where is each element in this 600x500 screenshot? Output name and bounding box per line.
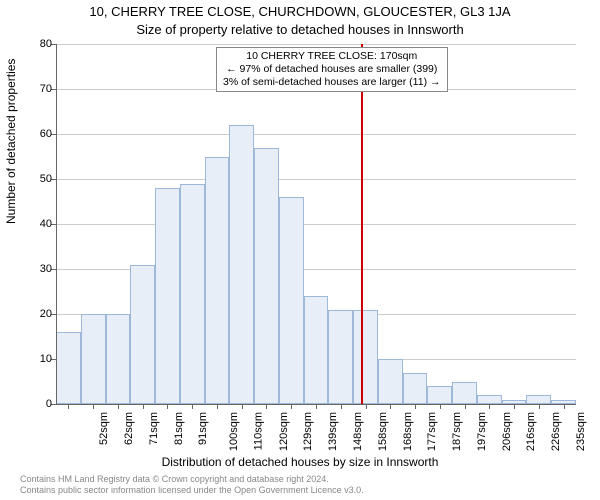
y-tick-label: 10 <box>40 353 52 365</box>
x-tick-label: 81sqm <box>173 412 185 445</box>
chart-title-main: 10, CHERRY TREE CLOSE, CHURCHDOWN, GLOUC… <box>0 4 600 19</box>
x-tick-label: 226sqm <box>550 412 562 451</box>
x-tick-label: 158sqm <box>377 412 389 451</box>
y-tick-label: 0 <box>46 398 52 410</box>
x-tick-label: 120sqm <box>278 412 290 451</box>
plot-area: 10 CHERRY TREE CLOSE: 170sqm← 97% of det… <box>56 44 576 404</box>
gridline <box>56 44 576 45</box>
x-tick-label: 71sqm <box>148 412 160 445</box>
x-tick-label: 62sqm <box>123 412 135 445</box>
annotation-line: ← 97% of detached houses are smaller (39… <box>223 63 441 76</box>
histogram-bar <box>81 314 106 404</box>
histogram-bar <box>328 310 353 405</box>
footer-line-1: Contains HM Land Registry data © Crown c… <box>20 474 364 485</box>
x-tick-label: 168sqm <box>402 412 414 451</box>
chart-container: 10, CHERRY TREE CLOSE, CHURCHDOWN, GLOUC… <box>0 0 600 500</box>
y-tick-label: 60 <box>40 128 52 140</box>
chart-title-sub: Size of property relative to detached ho… <box>0 22 600 37</box>
y-axis-line <box>56 44 57 404</box>
annotation-box: 10 CHERRY TREE CLOSE: 170sqm← 97% of det… <box>216 47 448 92</box>
footer-line-2: Contains public sector information licen… <box>20 485 364 496</box>
annotation-line: 10 CHERRY TREE CLOSE: 170sqm <box>223 50 441 63</box>
histogram-bar <box>304 296 329 404</box>
gridline <box>56 179 576 180</box>
y-tick-label: 80 <box>40 38 52 50</box>
x-tick-label: 206sqm <box>501 412 513 451</box>
x-tick-label: 187sqm <box>451 412 463 451</box>
histogram-bar <box>526 395 551 404</box>
y-tick-label: 70 <box>40 83 52 95</box>
histogram-bar <box>427 386 452 404</box>
histogram-bar <box>279 197 304 404</box>
histogram-bar <box>180 184 205 405</box>
y-axis-label: Number of detached properties <box>4 59 18 224</box>
gridline <box>56 134 576 135</box>
x-tick-label: 197sqm <box>476 412 488 451</box>
x-tick-label: 177sqm <box>426 412 438 451</box>
y-tick-label: 50 <box>40 173 52 185</box>
x-tick-label: 110sqm <box>252 412 264 450</box>
histogram-bar <box>477 395 502 404</box>
y-tick-label: 40 <box>40 218 52 230</box>
histogram-bar <box>56 332 81 404</box>
x-tick-label: 52sqm <box>98 412 110 445</box>
x-axis-line <box>56 404 576 405</box>
x-tick-label: 100sqm <box>228 412 240 451</box>
histogram-bar <box>353 310 378 405</box>
histogram-bar <box>205 157 230 405</box>
x-tick-label: 148sqm <box>352 412 364 451</box>
histogram-bar <box>155 188 180 404</box>
x-tick-label: 139sqm <box>327 412 339 451</box>
histogram-bar <box>452 382 477 405</box>
histogram-bar <box>254 148 279 405</box>
histogram-bar <box>130 265 155 405</box>
x-tick-label: 235sqm <box>575 412 587 451</box>
gridline <box>56 224 576 225</box>
x-axis-label: Distribution of detached houses by size … <box>0 455 600 469</box>
histogram-bar <box>106 314 131 404</box>
y-tick-label: 20 <box>40 308 52 320</box>
histogram-bar <box>403 373 428 405</box>
y-tick-label: 30 <box>40 263 52 275</box>
x-tick-label: 129sqm <box>303 412 315 451</box>
x-tick-label: 216sqm <box>525 412 537 451</box>
histogram-bar <box>378 359 403 404</box>
reference-marker-line <box>361 44 363 404</box>
annotation-line: 3% of semi-detached houses are larger (1… <box>223 76 441 89</box>
x-tick-label: 91sqm <box>197 412 209 445</box>
histogram-bar <box>229 125 254 404</box>
footer-attribution: Contains HM Land Registry data © Crown c… <box>20 474 364 496</box>
